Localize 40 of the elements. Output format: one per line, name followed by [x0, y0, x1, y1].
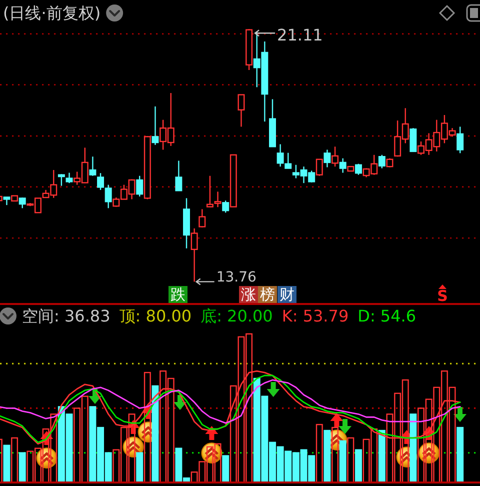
text: K: 53.79 [282, 306, 349, 326]
candlestick [136, 175, 144, 198]
annotation: 21.11 [277, 26, 323, 45]
bar [324, 430, 331, 482]
text: D: 54.6 [358, 306, 416, 326]
candlestick [58, 174, 65, 186]
candlestick [324, 149, 331, 168]
bar [316, 424, 323, 482]
bar [456, 426, 464, 482]
chart-title: (日线·前复权) [3, 4, 101, 22]
bar [354, 449, 362, 482]
candlestick [190, 228, 198, 282]
candlestick [18, 196, 26, 209]
ref-line-label: 底: 20.00 [200, 306, 273, 326]
candlestick [354, 163, 362, 176]
bar [3, 444, 10, 482]
bar [18, 452, 26, 482]
ref-line-label: 顶: 80.00 [119, 306, 192, 326]
candlestick [316, 158, 323, 176]
candlestick [456, 126, 464, 154]
candlestick [206, 175, 214, 208]
candlestick [89, 156, 96, 176]
candlestick [332, 146, 339, 168]
candlestick [238, 94, 245, 128]
candlestick [378, 154, 386, 169]
candlestick [175, 160, 182, 192]
candlestick [222, 200, 230, 214]
bar [378, 430, 386, 482]
bar [11, 437, 18, 482]
bar [222, 455, 230, 482]
text: 空间: 36.83 [22, 306, 110, 326]
candlestick [410, 127, 417, 152]
candlestick [66, 172, 73, 184]
text: S [437, 287, 448, 305]
candlestick [214, 191, 222, 208]
bar [347, 437, 354, 482]
candlestick [339, 158, 346, 174]
candlestick [198, 208, 206, 228]
candlestick [152, 106, 159, 146]
annotation: 13.76 [216, 270, 256, 286]
